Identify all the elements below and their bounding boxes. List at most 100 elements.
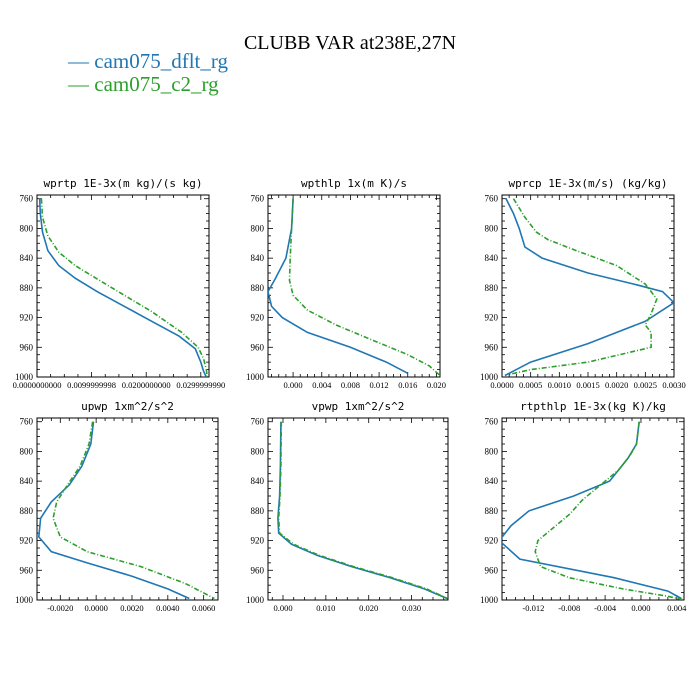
panel-title: vpwp 1xm^2/s^2 <box>312 400 405 413</box>
y-tick-label: 760 <box>251 417 265 427</box>
x-tick-label: 0.0000 <box>490 380 513 390</box>
y-tick-label: 1000 <box>15 372 34 382</box>
x-tick-label: -0.008 <box>558 603 580 613</box>
y-tick-label: 880 <box>251 506 265 516</box>
panel-title: wprtp 1E-3x(m kg)/(s kg) <box>44 177 203 190</box>
panel-title: wpthlp 1x(m K)/s <box>301 177 407 190</box>
y-tick-label: 880 <box>485 283 499 293</box>
x-tick-label: 0.0000000000 <box>13 380 62 390</box>
y-tick-label: 800 <box>485 223 499 233</box>
y-tick-label: 920 <box>251 313 265 323</box>
series-line-c2 <box>277 421 448 600</box>
series-line-c2 <box>288 198 440 377</box>
y-tick-label: 760 <box>20 194 34 204</box>
x-tick-label: 0.0060 <box>192 603 215 613</box>
plot-frame <box>501 417 685 601</box>
y-tick-label: 920 <box>20 313 34 323</box>
x-tick-label: 0.004 <box>667 603 687 613</box>
y-tick-label: 800 <box>20 223 34 233</box>
y-tick-label: 960 <box>20 342 34 352</box>
series-line-dflt <box>37 421 190 600</box>
y-tick-label: 880 <box>20 506 34 516</box>
y-tick-label: 920 <box>485 313 499 323</box>
x-tick-label: 0.0020 <box>605 380 628 390</box>
y-tick-label: 840 <box>20 476 34 486</box>
x-tick-label: 0.0005 <box>519 380 542 390</box>
legend-entry-c2: — cam075_c2_rg <box>67 72 219 96</box>
series-line-dflt <box>277 421 448 600</box>
figure-title: CLUBB VAR at238E,27N <box>244 32 456 54</box>
y-tick-label: 800 <box>251 446 265 456</box>
x-tick-label: 0.0299999990 <box>176 380 225 390</box>
y-tick-label: 960 <box>251 565 265 575</box>
y-tick-label: 1000 <box>246 595 265 605</box>
y-tick-label: 1000 <box>480 595 499 605</box>
x-tick-label: 0.030 <box>402 603 421 613</box>
x-tick-label: 0.0015 <box>576 380 599 390</box>
panel-wprtp: wprtp 1E-3x(m kg)/(s kg) 760 800 840 880 920 9… <box>13 177 226 390</box>
x-tick-label: 0.008 <box>341 380 360 390</box>
panel-vpwp: vpwp 1xm^2/s^2 760 800 840 880 920 960 1000 0.00… <box>246 400 449 613</box>
panel-wprcp: wprcp 1E-3x(m/s) (kg/kg) 760 800 840 880 920 9… <box>480 177 686 390</box>
x-tick-label: 0.004 <box>312 380 332 390</box>
y-tick-label: 760 <box>485 417 499 427</box>
legend: — cam075_dflt_rg — cam075_c2_rg <box>67 49 229 96</box>
y-tick-label: 960 <box>485 565 499 575</box>
x-tick-label: 0.0040 <box>156 603 179 613</box>
x-tick-label: 0.012 <box>370 380 389 390</box>
series-line-dflt <box>502 421 682 600</box>
panel-upwp: upwp 1xm^2/s^2 760 800 840 880 920 960 1000 -0.0… <box>15 400 219 613</box>
x-tick-label: 0.0020 <box>120 603 143 613</box>
plot-frame <box>267 194 441 378</box>
series-line-c2 <box>52 421 215 600</box>
y-tick-label: 800 <box>485 446 499 456</box>
x-tick-label: 0.0000 <box>84 603 107 613</box>
y-tick-label: 760 <box>485 194 499 204</box>
y-tick-label: 960 <box>251 342 265 352</box>
x-tick-label: 0.0010 <box>548 380 571 390</box>
y-tick-label: 920 <box>20 536 34 546</box>
series-line-dflt <box>268 198 409 375</box>
y-tick-label: 920 <box>251 536 265 546</box>
y-tick-label: 920 <box>485 536 499 546</box>
y-tick-label: 1000 <box>15 595 34 605</box>
x-tick-label: 0.020 <box>427 380 446 390</box>
x-tick-label: -0.004 <box>594 603 617 613</box>
legend-entry-dflt: — cam075_dflt_rg <box>67 49 229 73</box>
series-line-c2 <box>507 198 658 376</box>
y-tick-label: 840 <box>251 253 265 263</box>
x-tick-label: 0.0030 <box>662 380 685 390</box>
y-tick-label: 840 <box>20 253 34 263</box>
y-tick-label: 880 <box>20 283 34 293</box>
series-line-dflt <box>504 198 674 377</box>
x-tick-label: 0.010 <box>316 603 335 613</box>
x-tick-label: 0.0099999998 <box>67 380 116 390</box>
y-tick-label: 800 <box>251 223 265 233</box>
series-line-c2 <box>40 198 209 377</box>
y-tick-label: 840 <box>485 476 499 486</box>
y-tick-label: 880 <box>251 283 265 293</box>
panel-title: upwp 1xm^2/s^2 <box>81 400 174 413</box>
plot-frame <box>36 194 210 378</box>
x-tick-label: 0.0200000000 <box>122 380 171 390</box>
plot-frame <box>267 417 449 601</box>
x-tick-label: 0.000 <box>631 603 650 613</box>
y-tick-label: 880 <box>485 506 499 516</box>
y-tick-label: 840 <box>251 476 265 486</box>
panel-title: rtpthlp 1E-3x(kg K)/kg <box>520 400 666 413</box>
x-tick-label: -0.0020 <box>47 603 73 613</box>
x-tick-label: 0.000 <box>284 380 303 390</box>
series-line-c2 <box>534 421 684 600</box>
y-tick-label: 840 <box>485 253 499 263</box>
y-tick-label: 960 <box>20 565 34 575</box>
x-tick-label: -0.012 <box>522 603 544 613</box>
y-tick-label: 1000 <box>480 372 499 382</box>
y-tick-label: 760 <box>251 194 265 204</box>
x-tick-label: 0.0025 <box>634 380 657 390</box>
x-tick-label: 0.016 <box>398 380 417 390</box>
y-tick-label: 800 <box>20 446 34 456</box>
panel-wpthlp: wpthlp 1x(m K)/s 760 800 840 880 920 960 1000 0.… <box>246 177 446 390</box>
y-tick-label: 1000 <box>246 372 265 382</box>
series-line-dflt <box>38 198 208 377</box>
